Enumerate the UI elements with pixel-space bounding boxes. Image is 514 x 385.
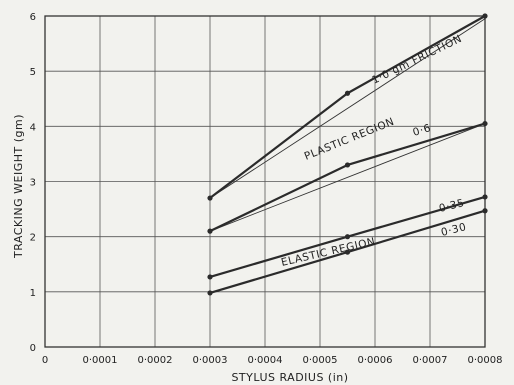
y-tick-label: 6 bbox=[30, 12, 36, 23]
y-tick-label: 0 bbox=[30, 343, 36, 354]
y-tick-label: 2 bbox=[30, 233, 36, 244]
data-point bbox=[482, 120, 488, 127]
x-tick-label: 0·0006 bbox=[358, 355, 393, 366]
data-point bbox=[482, 208, 488, 214]
x-axis-ticks: 0 0·0001 0·0002 0·0003 0·0004 0·0005 0·0006 0·0… bbox=[42, 355, 503, 366]
region-boundary-line bbox=[209, 123, 486, 232]
data-point bbox=[344, 90, 351, 96]
data-point bbox=[482, 13, 488, 19]
plot-frame bbox=[44, 15, 486, 348]
region-boundary-lines bbox=[209, 18, 486, 232]
series-label-0-35: 0·35 bbox=[438, 197, 466, 215]
data-point bbox=[207, 274, 213, 280]
data-points bbox=[207, 13, 488, 296]
x-tick-label: 0·0007 bbox=[413, 355, 448, 366]
data-point bbox=[207, 228, 213, 234]
x-tick-label: 0·0002 bbox=[138, 355, 173, 366]
y-tick-label: 4 bbox=[30, 122, 36, 133]
data-point bbox=[207, 195, 213, 201]
data-point bbox=[344, 234, 351, 240]
x-tick-label: 0·0003 bbox=[193, 355, 228, 366]
series-label-friction-1-0: 1·0 gm FRICTION bbox=[370, 33, 464, 87]
x-axis-title: STYLUS RADIUS (in) bbox=[231, 371, 348, 384]
x-tick-label: 0 bbox=[42, 355, 48, 366]
region-boundary-line bbox=[209, 18, 486, 199]
series-label-0-6: 0·6 bbox=[411, 122, 432, 139]
y-tick-label: 5 bbox=[30, 67, 36, 78]
x-tick-label: 0·0001 bbox=[83, 355, 118, 366]
y-axis-title: TRACKING WEIGHT (gm) bbox=[12, 114, 25, 259]
data-point bbox=[344, 249, 351, 255]
y-tick-label: 1 bbox=[30, 288, 36, 299]
data-point bbox=[207, 290, 213, 296]
x-tick-label: 0·0005 bbox=[303, 355, 338, 366]
plastic-region-label: PLASTIC REGION bbox=[303, 116, 397, 163]
x-tick-label: 0·0008 bbox=[468, 355, 503, 366]
y-tick-label: 3 bbox=[30, 178, 36, 189]
data-point bbox=[482, 194, 488, 200]
data-point bbox=[344, 162, 351, 168]
grid bbox=[44, 15, 486, 348]
y-axis-ticks: 0 1 2 3 4 5 6 bbox=[30, 12, 36, 354]
x-tick-label: 0·0004 bbox=[248, 355, 283, 366]
